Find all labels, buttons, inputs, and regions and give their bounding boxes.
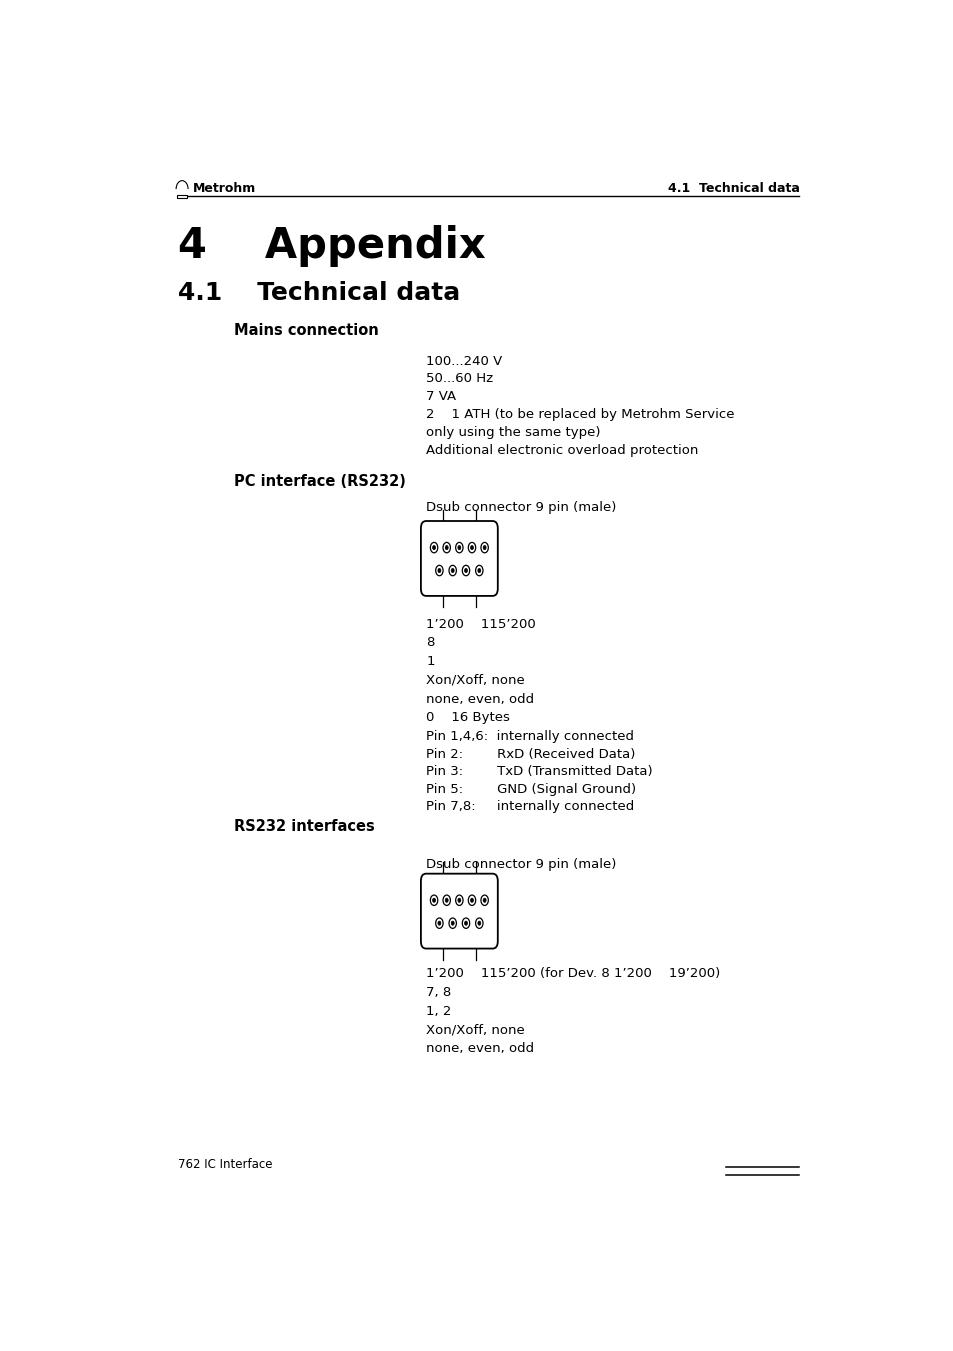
Text: none, even, odd: none, even, odd	[426, 1042, 534, 1055]
Text: 2    1 ATH (to be replaced by Metrohm Service
only using the same type)
Addition: 2 1 ATH (to be replaced by Metrohm Servi…	[426, 408, 734, 457]
Text: 0    16 Bytes: 0 16 Bytes	[426, 712, 510, 724]
Text: Mains connection: Mains connection	[233, 323, 378, 338]
Text: 1, 2: 1, 2	[426, 1005, 451, 1017]
Text: 1’200    115’200 (for Dev. 8 1’200    19’200): 1’200 115’200 (for Dev. 8 1’200 19’200)	[426, 967, 720, 981]
Text: 4.1    Technical data: 4.1 Technical data	[178, 281, 460, 305]
Circle shape	[477, 921, 480, 925]
Text: Xon/Xoff, none: Xon/Xoff, none	[426, 674, 524, 686]
Circle shape	[437, 569, 440, 573]
Circle shape	[451, 921, 454, 925]
Text: Metrohm: Metrohm	[193, 181, 256, 195]
Text: 4    Appendix: 4 Appendix	[178, 224, 486, 266]
Text: PC interface (RS232): PC interface (RS232)	[233, 474, 405, 489]
Text: Dsub connector 9 pin (male): Dsub connector 9 pin (male)	[426, 501, 616, 515]
Text: none, even, odd: none, even, odd	[426, 693, 534, 705]
Text: 50...60 Hz: 50...60 Hz	[426, 373, 493, 385]
Circle shape	[445, 546, 448, 550]
Text: 7, 8: 7, 8	[426, 986, 451, 998]
Text: 100...240 V: 100...240 V	[426, 354, 502, 367]
Text: 762 IC Interface: 762 IC Interface	[178, 1158, 273, 1171]
Circle shape	[482, 898, 486, 902]
Text: 7 VA: 7 VA	[426, 390, 456, 403]
Text: 4.1  Technical data: 4.1 Technical data	[667, 181, 799, 195]
Circle shape	[470, 546, 473, 550]
Text: 8: 8	[426, 636, 434, 650]
Circle shape	[470, 898, 473, 902]
Circle shape	[464, 921, 467, 925]
Circle shape	[432, 546, 436, 550]
Text: 1: 1	[426, 655, 435, 669]
Text: Xon/Xoff, none: Xon/Xoff, none	[426, 1024, 524, 1036]
Circle shape	[437, 921, 440, 925]
Circle shape	[457, 546, 460, 550]
Text: Pin 1,4,6:  internally connected
Pin 2:        RxD (Received Data)
Pin 3:       : Pin 1,4,6: internally connected Pin 2: R…	[426, 730, 652, 813]
Circle shape	[482, 546, 486, 550]
FancyBboxPatch shape	[420, 874, 497, 948]
Circle shape	[451, 569, 454, 573]
FancyBboxPatch shape	[176, 195, 187, 199]
Text: Dsub connector 9 pin (male): Dsub connector 9 pin (male)	[426, 858, 616, 871]
FancyBboxPatch shape	[420, 521, 497, 596]
Text: 1’200    115’200: 1’200 115’200	[426, 617, 536, 631]
Circle shape	[432, 898, 436, 902]
Circle shape	[477, 569, 480, 573]
Circle shape	[464, 569, 467, 573]
Text: RS232 interfaces: RS232 interfaces	[233, 819, 375, 834]
Circle shape	[445, 898, 448, 902]
Circle shape	[457, 898, 460, 902]
